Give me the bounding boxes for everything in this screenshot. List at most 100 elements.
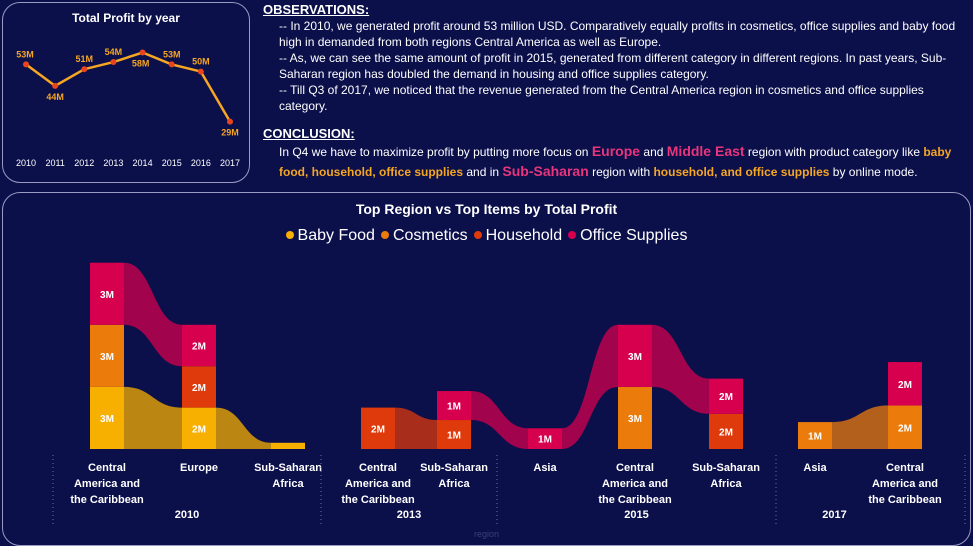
bar-2015-sub-saharan-africa-household — [709, 413, 743, 449]
legend-label-office-supplies: Office Supplies — [580, 227, 688, 244]
legend-dot-cosmetics — [380, 230, 389, 239]
point-2010 — [23, 61, 29, 68]
data-label-2014: 58M — [132, 59, 150, 69]
conclusion-text: In Q4 we have to maximize profit by putt… — [263, 142, 963, 182]
ribbon-chart-title: Top Region vs Top Items by Total Profit — [355, 201, 618, 217]
x-tick-2012: 2012 — [74, 158, 94, 168]
x-tick-2013: 2013 — [103, 158, 123, 168]
legend-office-supplies[interactable]: Office Supplies — [568, 227, 687, 244]
ribbon-baby-food-2010-0 — [124, 386, 182, 449]
bar-label-2010-europe-baby-food: 2M — [192, 424, 206, 435]
x-tick-2014: 2014 — [133, 158, 153, 168]
x-tick-2010-europe: Europe — [180, 462, 218, 474]
x-tick-2013-sub-saharan-africa: Sub-Saharan Africa — [420, 462, 488, 490]
sub-saharan-highlight: Sub-Saharan — [502, 163, 589, 179]
bar-label-2010-europe-office-supplies: 2M — [192, 342, 206, 353]
year-label-2010: 2010 — [175, 509, 199, 521]
x-tick-2017-central-america-and-the-caribbean: Central America and the Caribbean — [868, 462, 942, 506]
x-tick-2015-asia: Asia — [533, 462, 557, 474]
legend-dot-office-supplies — [568, 230, 577, 239]
legend-dot-baby-food — [285, 230, 294, 239]
point-2011 — [52, 82, 59, 89]
bar-2010-sub-saharan-africa-baby-food — [271, 442, 305, 449]
point-2017 — [227, 118, 233, 125]
legend-label-baby-food: Baby Food — [297, 227, 375, 244]
europe-highlight: Europe — [591, 143, 641, 159]
conclusion-and: and — [640, 145, 667, 159]
legend-household[interactable]: Household — [473, 227, 563, 244]
legend-cosmetics[interactable]: Cosmetics — [380, 227, 468, 244]
x-tick-2011: 2011 — [45, 158, 64, 168]
x-tick-2017: 2017 — [220, 158, 240, 168]
bar-label-2015-sub-saharan-africa-office-supplies: 2M — [719, 392, 733, 403]
ribbon-household-2013-3 — [395, 407, 437, 449]
bar-2010-europe-office-supplies — [182, 324, 216, 367]
bar-label-2017-central-america-and-the-caribbean-office-supplies: 2M — [898, 380, 912, 391]
point-2016 — [197, 68, 204, 75]
x-tick-2010: 2010 — [16, 158, 36, 168]
text-area: OBSERVATIONS: -- In 2010, we generated p… — [263, 2, 963, 182]
legend-label-household: Household — [485, 227, 563, 244]
bar-label-2013-sub-saharan-africa-office-supplies: 1M — [447, 402, 461, 413]
ribbon-office-supplies-2013-4 — [471, 391, 528, 449]
legend-label-cosmetics: Cosmetics — [392, 227, 468, 244]
bar-2010-europe-baby-food — [182, 407, 216, 449]
categories-highlight-2: household, and office supplies — [653, 165, 830, 179]
conclusion-part1: In Q4 we have to maximize profit by putt… — [279, 145, 592, 159]
legend-dot-household — [473, 230, 482, 239]
bar-2010-central-america-and-the-caribbean-office-supplies — [90, 262, 124, 325]
x-tick-2017-asia: Asia — [803, 462, 827, 474]
bar-2015-central-america-and-the-caribbean-office-supplies — [618, 324, 652, 387]
observation-3: -- Till Q3 of 2017, we noticed that the … — [279, 83, 924, 113]
bar-2013-central-america-and-the-caribbean-household — [361, 407, 395, 449]
observation-2: -- As, we can see the same amount of pro… — [279, 51, 947, 81]
bar-2010-europe-household — [182, 366, 216, 408]
x-tick-2016: 2016 — [191, 158, 211, 168]
x-tick-2010-central-america-and-the-caribbean: Central America and the Caribbean — [70, 462, 144, 506]
observation-1: -- In 2010, we generated profit around 5… — [279, 19, 956, 49]
x-axis-title: region — [473, 529, 500, 539]
ribbon-chart-legend: Baby Food Cosmetics Household Office Suppli… — [3, 227, 970, 245]
x-tick-2013-central-america-and-the-caribbean: Central America and the Caribbean — [341, 462, 415, 506]
bar-2013-sub-saharan-africa-office-supplies — [437, 391, 471, 421]
conclusion-part3: and in — [463, 165, 503, 179]
ribbon-baby-food-2010-1 — [216, 407, 271, 449]
categories-highlight-1: baby food, household, office supplies — [279, 145, 952, 179]
profit-line — [25, 51, 232, 123]
bar-label-2017-asia-cosmetics: 1M — [808, 432, 822, 443]
ribbon-office-supplies-2015-6 — [652, 324, 709, 414]
bar-label-2010-central-america-and-the-caribbean-cosmetics: 3M — [100, 352, 114, 363]
year-label-2017: 2017 — [822, 509, 846, 521]
data-label-2012: 51M — [76, 54, 94, 64]
observations-heading: OBSERVATIONS: — [263, 2, 370, 17]
line-chart-title: Total Profit by year — [72, 11, 180, 25]
data-label-2017: 29M — [221, 128, 239, 138]
data-label-2015: 53M — [163, 49, 181, 59]
ribbon-office-supplies-2010-0 — [124, 262, 182, 367]
bar-label-2013-sub-saharan-africa-household: 1M — [447, 431, 461, 442]
conclusion-part4: region with — [588, 165, 654, 179]
bar-label-2017-central-america-and-the-caribbean-cosmetics: 2M — [898, 423, 912, 434]
bar-2017-central-america-and-the-caribbean-office-supplies — [888, 362, 922, 406]
conclusion-heading: CONCLUSION: — [263, 126, 355, 141]
point-2013 — [110, 59, 117, 66]
point-2015 — [168, 61, 175, 68]
line-chart-panel: Total Profit by year 53M 2010 44M 2011 51M 20… — [2, 2, 250, 183]
bar-label-2013-central-america-and-the-caribbean-household: 2M — [371, 424, 385, 435]
x-tick-2015: 2015 — [162, 158, 182, 168]
bar-2010-central-america-and-the-caribbean-cosmetics — [90, 324, 124, 387]
year-label-2013: 2013 — [397, 509, 421, 521]
point-2012 — [81, 66, 88, 73]
data-label-2016: 50M — [192, 57, 210, 67]
middle-east-highlight: Middle East — [666, 143, 745, 159]
ribbon-chart-panel: Top Region vs Top Items by Total Profit … — [2, 192, 971, 546]
x-tick-2010-sub-saharan-africa: Sub-Saharan Africa — [254, 462, 322, 490]
bar-2013-sub-saharan-africa-household — [437, 420, 471, 449]
bar-label-2015-asia-office-supplies: 1M — [538, 435, 552, 446]
bar-2010-central-america-and-the-caribbean-baby-food — [90, 386, 124, 449]
bar-label-2010-central-america-and-the-caribbean-baby-food: 3M — [100, 414, 114, 425]
data-label-2011: 44M — [46, 92, 64, 102]
point-2014 — [139, 49, 146, 56]
legend-baby-food[interactable]: Baby Food — [285, 227, 375, 244]
bar-2015-sub-saharan-africa-office-supplies — [709, 378, 743, 414]
